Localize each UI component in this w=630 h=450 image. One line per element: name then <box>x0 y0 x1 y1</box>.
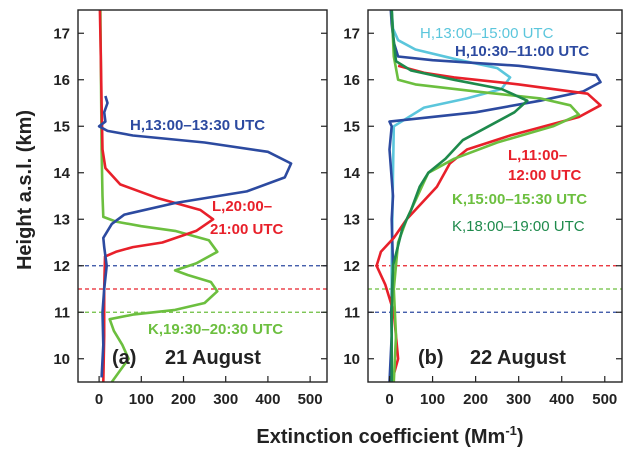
panel-a-y-tick-label-7: 17 <box>53 25 70 42</box>
panel-b-series-line-4 <box>390 10 529 382</box>
panel-a-series-line-2 <box>97 95 293 378</box>
x-axis-title-superscript: -1 <box>505 423 517 438</box>
panel-b-series-group <box>375 10 602 382</box>
panel-a-series-line-0 <box>99 10 219 382</box>
panel-b-series-label-0: H,13:00–15:00 UTC <box>420 25 554 42</box>
panel-a-y-tick-label-4: 14 <box>53 165 70 182</box>
panel-a-series-group <box>97 10 293 382</box>
panel-b-x-tick-label-0: 0 <box>385 391 393 408</box>
panel-b-series-label-2: L,11:00– <box>508 147 567 164</box>
panel-a-y-tick-label-1: 11 <box>54 304 70 321</box>
panel-b-tag: (b) <box>418 347 444 369</box>
panel-b-y-tick-label-3: 13 <box>343 211 360 228</box>
panel-b-y-tick-label-2: 12 <box>343 258 360 275</box>
panel-a-x-tick-label-4: 400 <box>255 391 280 408</box>
panel-a-tag: (a) <box>112 347 136 369</box>
panel-a: 10 11 12 13 14 15 16 17 0 100 200 300 400 500 H,13:00–… <box>53 9 328 408</box>
panel-a-y-tick-label-0: 10 <box>53 351 70 368</box>
panel-a-series-label-1: L,20:00– <box>212 198 272 215</box>
x-axis-title-text: Extinction coefficient (Mm <box>256 426 505 448</box>
panel-a-date-label: 21 August <box>165 347 261 369</box>
panel-b-y-tick-label-0: 10 <box>343 351 360 368</box>
panel-b-series-label-3: 12:00 UTC <box>508 167 582 184</box>
panel-b: 10 11 12 13 14 15 16 17 0 100 200 300 400 500 H,13:00–… <box>343 9 623 408</box>
x-axis-title: Extinction coefficient (Mm-1) <box>256 423 523 448</box>
panel-b-y-tick-label-4: 14 <box>343 165 360 182</box>
panel-a-x-tick-label-1: 100 <box>129 391 154 408</box>
panel-b-y-tick-label-6: 16 <box>343 72 360 89</box>
panel-b-series-label-5: K,18:00–19:00 UTC <box>452 218 585 235</box>
panel-a-series-line-1 <box>98 10 215 382</box>
panel-a-series-label-2: 21:00 UTC <box>210 221 284 238</box>
panel-a-series-label-0: H,13:00–13:30 UTC <box>130 117 265 134</box>
panel-a-series-label-3: K,19:30–20:30 UTC <box>148 321 283 338</box>
panel-b-y-tick-label-1: 11 <box>344 304 360 321</box>
panel-b-x-tick-label-2: 200 <box>463 391 488 408</box>
panel-b-y-tick-label-7: 17 <box>343 25 360 42</box>
panel-a-x-tick-label-5: 500 <box>298 391 323 408</box>
y-axis-title: Height a.s.l. (km) <box>14 110 36 270</box>
panel-a-y-tick-label-2: 12 <box>53 258 70 275</box>
panel-b-y-tick-label-5: 15 <box>343 118 360 135</box>
panel-a-x-tick-label-0: 0 <box>95 391 103 408</box>
x-axis-title-close: ) <box>517 426 524 448</box>
panel-b-date-label: 22 August <box>470 347 566 369</box>
panel-b-series-label-1: H,10:30–11:00 UTC <box>455 43 589 60</box>
panel-b-x-tick-label-1: 100 <box>420 391 445 408</box>
panel-a-x-tick-label-3: 300 <box>213 391 238 408</box>
panel-b-series-label-4: K,15:00–15:30 UTC <box>452 191 587 208</box>
panel-a-y-tick-label-5: 15 <box>53 118 70 135</box>
panel-b-x-tick-label-5: 500 <box>592 391 617 408</box>
panel-b-series-line-2 <box>375 64 602 382</box>
panel-b-x-tick-label-3: 300 <box>506 391 531 408</box>
panel-b-frame <box>367 9 623 383</box>
panel-a-y-tick-label-3: 13 <box>53 211 70 228</box>
panel-a-frame <box>77 9 328 383</box>
panel-b-x-tick-label-4: 400 <box>549 391 574 408</box>
panel-a-x-tick-label-2: 200 <box>171 391 196 408</box>
panel-b-series-line-1 <box>388 10 602 382</box>
panel-a-y-tick-label-6: 16 <box>53 72 70 89</box>
